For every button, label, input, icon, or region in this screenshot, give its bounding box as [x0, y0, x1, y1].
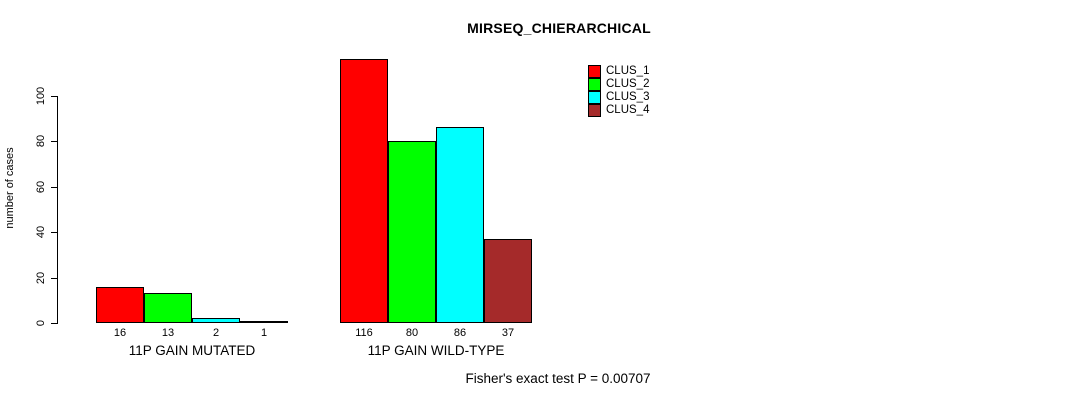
bar-CLUS_4 [484, 239, 532, 323]
legend-label-CLUS_3: CLUS_3 [606, 90, 650, 103]
bar-value-label: 80 [405, 327, 419, 339]
bar-CLUS_3 [192, 318, 240, 323]
fisher-test-annotation: Fisher's exact test P = 0.00707 [465, 371, 651, 386]
bar-value-label: 86 [453, 327, 467, 339]
chart-title: MIRSEQ_CHIERARCHICAL [467, 20, 651, 36]
bar-value-label: 2 [212, 327, 220, 339]
bar-value-label: 116 [355, 327, 373, 339]
legend-swatch-CLUS_2 [588, 77, 601, 91]
y-axis-tick [51, 323, 57, 324]
y-axis-tick-label: 80 [35, 134, 47, 148]
y-axis-tick [51, 278, 57, 279]
y-axis-line [57, 95, 58, 324]
x-axis-group-label: 11P GAIN MUTATED [128, 343, 256, 358]
y-axis-tick-label: 60 [35, 180, 47, 194]
bar-CLUS_2 [144, 293, 192, 323]
legend-label-CLUS_1: CLUS_1 [606, 64, 650, 77]
y-axis-tick [51, 187, 57, 188]
bar-value-label: 13 [161, 327, 175, 339]
legend-swatch-CLUS_1 [588, 64, 601, 78]
bar-CLUS_1 [340, 59, 388, 323]
bar-value-label: 16 [113, 327, 127, 339]
bar-CLUS_1 [96, 287, 144, 323]
bar-value-label: 1 [260, 327, 268, 339]
y-axis-tick-label: 40 [35, 225, 47, 239]
legend-swatch-CLUS_4 [588, 104, 601, 118]
x-axis-group-label: 11P GAIN WILD-TYPE [367, 343, 505, 358]
y-axis-label: number of cases [4, 147, 16, 229]
legend-swatch-CLUS_3 [588, 90, 601, 104]
y-axis-tick [51, 96, 57, 97]
y-axis-tick [51, 141, 57, 142]
y-axis-tick-label: 100 [35, 86, 47, 106]
bar-value-label: 37 [501, 327, 515, 339]
legend-label-CLUS_4: CLUS_4 [606, 104, 650, 117]
y-axis-tick-label: 0 [35, 319, 47, 327]
legend-label-CLUS_2: CLUS_2 [606, 77, 650, 90]
y-axis-tick [51, 232, 57, 233]
bar-CLUS_3 [436, 127, 484, 323]
y-axis-tick-label: 20 [35, 271, 47, 285]
bar-CLUS_2 [388, 141, 436, 323]
bar-CLUS_4 [240, 321, 288, 323]
